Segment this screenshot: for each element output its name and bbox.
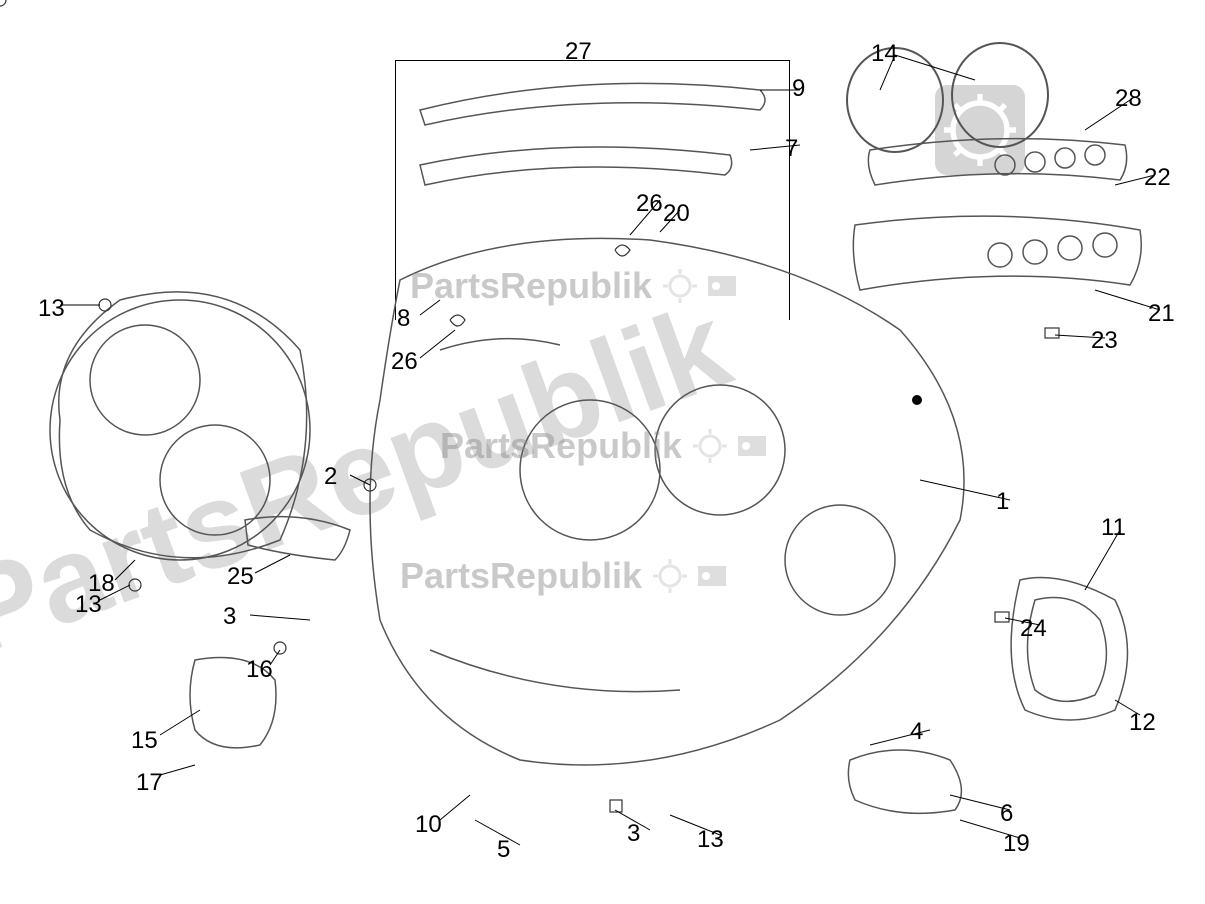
callout-14: 14 bbox=[871, 40, 898, 68]
flag-icon bbox=[738, 436, 766, 456]
callout-15: 15 bbox=[131, 727, 158, 755]
reference-dot bbox=[912, 395, 922, 405]
callout-28: 28 bbox=[1115, 85, 1142, 113]
callout-20: 20 bbox=[663, 200, 690, 228]
callout-8: 8 bbox=[397, 305, 410, 333]
callout-12: 12 bbox=[1129, 709, 1156, 737]
callout-6: 6 bbox=[1000, 800, 1013, 828]
callout-5: 5 bbox=[497, 836, 510, 864]
flag-icon bbox=[708, 276, 736, 296]
watermark-large: PartsRepublik bbox=[0, 276, 746, 682]
callout-16: 16 bbox=[246, 656, 273, 684]
callout-9: 9 bbox=[792, 75, 805, 103]
parts-diagram: PartsRepublik bbox=[0, 0, 1205, 904]
gear-icon bbox=[690, 426, 730, 466]
callout-21: 21 bbox=[1148, 300, 1175, 328]
callout-4: 4 bbox=[910, 718, 923, 746]
callout-3: 3 bbox=[627, 820, 640, 848]
watermark-text: PartsRepublik bbox=[0, 276, 746, 682]
callout-26: 26 bbox=[636, 190, 663, 218]
callout-10: 10 bbox=[415, 811, 442, 839]
callout-2: 2 bbox=[324, 463, 337, 491]
callout-7: 7 bbox=[785, 135, 798, 163]
watermark-text: PartsRepublik bbox=[400, 555, 642, 597]
gear-icon bbox=[650, 556, 690, 596]
callout-27: 27 bbox=[565, 38, 592, 66]
watermark-text: PartsRepublik bbox=[440, 425, 682, 467]
watermark-mid-3: PartsRepublik bbox=[400, 555, 726, 597]
callout-23: 23 bbox=[1091, 327, 1118, 355]
watermark-mid-1: PartsRepublik bbox=[410, 265, 736, 307]
gear-icon bbox=[660, 266, 700, 306]
callout-19: 19 bbox=[1003, 830, 1030, 858]
callout-13: 13 bbox=[697, 826, 724, 854]
callout-13: 13 bbox=[38, 295, 65, 323]
callout-24: 24 bbox=[1020, 615, 1047, 643]
callout-17: 17 bbox=[136, 769, 163, 797]
watermark-mid-2: PartsRepublik bbox=[440, 425, 766, 467]
callout-26: 26 bbox=[391, 348, 418, 376]
watermark-text: PartsRepublik bbox=[410, 265, 652, 307]
callout-22: 22 bbox=[1144, 164, 1171, 192]
callout-25: 25 bbox=[227, 563, 254, 591]
callout-11: 11 bbox=[1101, 514, 1126, 542]
callout-18: 18 bbox=[88, 570, 115, 598]
flag-icon bbox=[698, 566, 726, 586]
callout-3: 3 bbox=[223, 603, 236, 631]
callout-1: 1 bbox=[996, 488, 1009, 516]
gear-badge-icon bbox=[935, 85, 1025, 175]
